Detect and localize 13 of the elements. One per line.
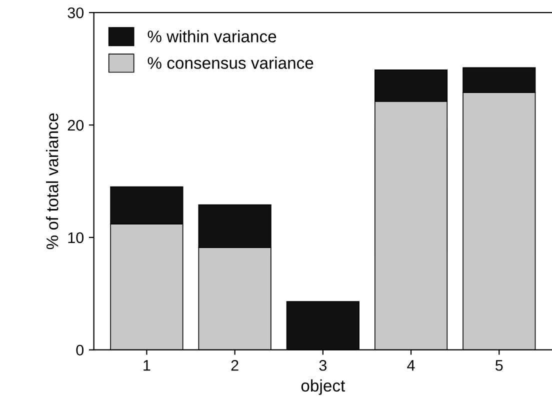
y-axis-title: % of total variance [46,113,58,250]
legend-label: % consensus variance [148,56,314,69]
legend-label: % within variance [148,30,276,42]
x-tick-label: 1 [144,360,150,371]
x-tick-label: 2 [231,360,238,371]
x-axis-title: object [301,379,346,395]
x-tick-label: 5 [496,360,503,371]
y-tick-label: 10 [68,232,84,244]
y-tick-label: 20 [68,120,84,131]
y-tick-label: 0 [76,344,84,356]
x-tick-label: 4 [407,360,415,371]
y-tick-label: 30 [68,7,84,18]
x-tick-label: 3 [319,360,326,371]
